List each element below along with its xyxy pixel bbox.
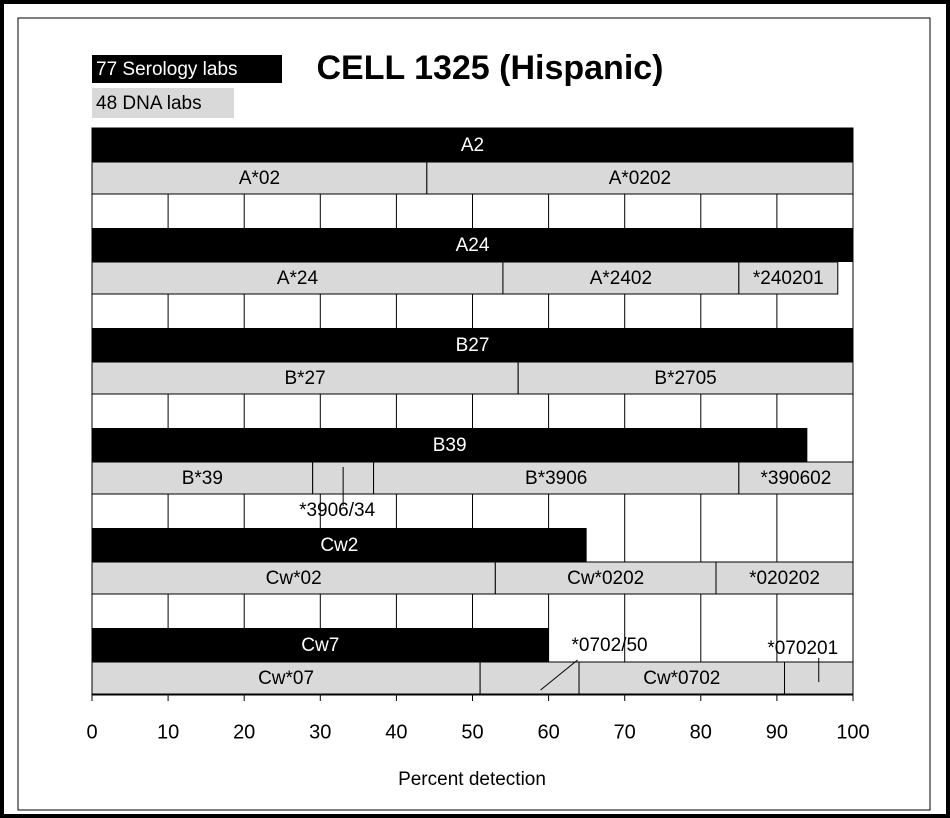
x-tick-label: 50 — [461, 721, 483, 743]
dna-label: B*39 — [182, 468, 223, 489]
dna-segment — [373, 461, 740, 495]
callout-label: *3906/34 — [299, 500, 376, 521]
serology-bar — [92, 128, 853, 162]
dna-segment — [91, 161, 428, 195]
dna-label: B*3906 — [525, 468, 587, 489]
serology-label: Cw7 — [301, 635, 339, 656]
serology-label: A2 — [461, 135, 484, 156]
callout-line — [540, 659, 578, 691]
serology-label: A24 — [456, 235, 490, 256]
dna-label: B*2705 — [654, 368, 716, 389]
dna-segment — [91, 561, 496, 595]
dna-label: Cw*07 — [258, 668, 314, 689]
dna-segment — [715, 561, 854, 595]
plot: 0 10 20 30 40 50 60 70 80 90 100 A2 A*02 A*0202 A24 A*2… — [86, 127, 870, 743]
x-tick-label: 20 — [233, 721, 255, 743]
x-tick-label: 90 — [766, 721, 788, 743]
x-tick-label: 40 — [385, 721, 407, 743]
dna-label: Cw*0202 — [567, 568, 644, 589]
x-tick-label: 70 — [614, 721, 636, 743]
dna-label: B*27 — [284, 368, 325, 389]
serology-label: Cw2 — [320, 535, 358, 556]
x-tick-label: 10 — [157, 721, 179, 743]
legend-dna: 48 DNA labs — [96, 93, 202, 114]
x-tick-label: 60 — [537, 721, 559, 743]
dna-segment — [91, 461, 314, 495]
dna-label: Cw*02 — [266, 568, 322, 589]
chart-title: CELL 1325 (Hispanic) — [316, 49, 663, 87]
inner-frame — [17, 17, 931, 811]
dna-segment — [738, 461, 854, 495]
legend-dna-swatch — [92, 88, 234, 118]
serology-bar — [92, 428, 808, 462]
dna-segment — [517, 361, 854, 395]
dna-segment — [494, 561, 717, 595]
dna-segment — [738, 261, 839, 295]
dna-label: *020202 — [749, 568, 820, 589]
x-tick-label: 0 — [86, 721, 97, 743]
x-tick-label: 100 — [836, 721, 869, 743]
dna-segment — [502, 261, 740, 295]
dna-label: *390602 — [761, 468, 832, 489]
dna-label: *240201 — [753, 268, 824, 289]
serology-bar — [92, 628, 549, 662]
dna-label: A*2402 — [590, 268, 652, 289]
dna-label: Cw*0702 — [643, 668, 720, 689]
legend-serology-swatch — [92, 55, 282, 83]
serology-bar — [92, 528, 587, 562]
serology-label: B39 — [433, 435, 467, 456]
x-tick-label: 30 — [309, 721, 331, 743]
serology-bar — [92, 328, 853, 362]
serology-bar — [92, 228, 853, 262]
dna-segment — [91, 261, 504, 295]
dna-segment — [479, 661, 580, 695]
callout-label: *070201 — [767, 638, 838, 659]
dna-label: A*0202 — [609, 168, 671, 189]
plot-frame — [91, 127, 854, 696]
callout-label: *0702/50 — [572, 635, 648, 656]
x-axis-label: Percent detection — [398, 769, 546, 790]
x-tick-label: 80 — [690, 721, 712, 743]
dna-label: A*02 — [239, 168, 280, 189]
dna-label: A*24 — [277, 268, 319, 289]
legend-serology: 77 Serology labs — [96, 59, 238, 80]
serology-label: B27 — [456, 335, 490, 356]
dna-segment — [426, 161, 854, 195]
